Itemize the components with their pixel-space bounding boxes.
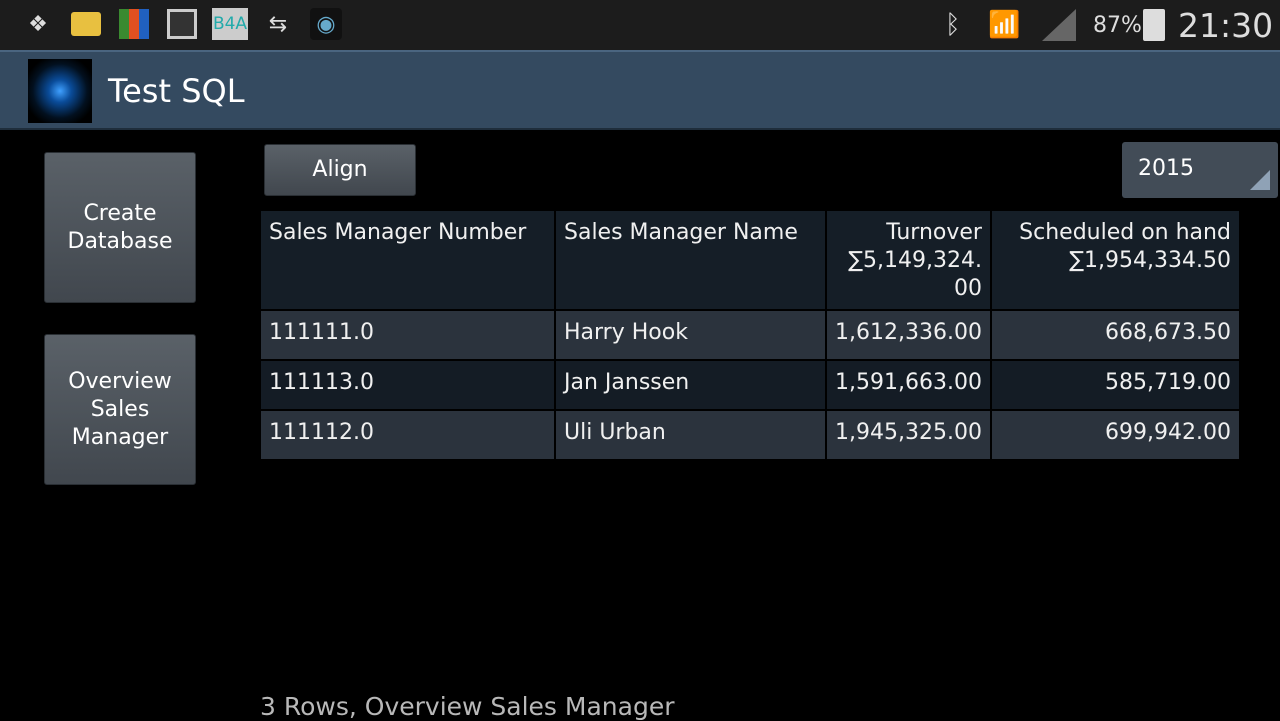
header-turnover-label: Turnover — [886, 220, 982, 245]
gallery-icon — [166, 8, 198, 40]
turnover-total: ∑5,149,324.00 — [848, 248, 982, 301]
align-button[interactable]: Align — [264, 144, 416, 196]
header-turnover[interactable]: Turnover ∑5,149,324.00 — [827, 211, 990, 309]
dropdown-triangle-icon — [1250, 170, 1270, 190]
cell-number: 111111.0 — [261, 311, 554, 359]
avg-icon — [118, 8, 150, 40]
year-value: 2015 — [1138, 156, 1194, 181]
app-logo-icon[interactable] — [28, 59, 92, 123]
cell-scheduled: 699,942.00 — [991, 411, 1239, 459]
header-scheduled[interactable]: Scheduled on hand ∑1,954,334.50 — [991, 211, 1239, 309]
wifi-app-icon: ◉ — [310, 8, 342, 40]
cell-name: Harry Hook — [556, 311, 825, 359]
wifi-icon: 📶 — [988, 10, 1021, 40]
cell-scheduled: 668,673.50 — [991, 311, 1239, 359]
status-bar: ❖ B4A ⇆ ◉ ᛒ 📶 87% 21:30 — [0, 0, 1280, 50]
b4a-icon: B4A — [212, 8, 248, 40]
signal-icon — [1042, 0, 1076, 50]
sales-manager-table: Sales Manager Number Sales Manager Name … — [259, 209, 1241, 461]
cell-turnover: 1,612,336.00 — [827, 311, 990, 359]
create-database-button[interactable]: Create Database — [44, 152, 196, 303]
header-name[interactable]: Sales Manager Name — [556, 211, 825, 309]
overview-sales-manager-button[interactable]: Overview Sales Manager — [44, 334, 196, 485]
battery-percent: 87% — [1093, 12, 1142, 38]
header-number[interactable]: Sales Manager Number — [261, 211, 554, 309]
scheduled-total: ∑1,954,334.50 — [1069, 248, 1231, 273]
battery-icon — [1143, 0, 1165, 50]
header-scheduled-label: Scheduled on hand — [1019, 220, 1231, 245]
table-row[interactable]: 111113.0 Jan Janssen 1,591,663.00 585,71… — [261, 361, 1239, 409]
sync-arrows-icon: ⇆ — [268, 11, 288, 37]
app-title: Test SQL — [108, 72, 245, 110]
cell-name: Uli Urban — [556, 411, 825, 459]
table-row[interactable]: 111111.0 Harry Hook 1,612,336.00 668,673… — [261, 311, 1239, 359]
year-spinner[interactable]: 2015 — [1122, 142, 1278, 198]
cell-number: 111113.0 — [261, 361, 554, 409]
table-header: Sales Manager Number Sales Manager Name … — [261, 211, 1239, 309]
cell-number: 111112.0 — [261, 411, 554, 459]
cell-name: Jan Janssen — [556, 361, 825, 409]
bluetooth-icon: ᛒ — [945, 10, 961, 40]
cell-scheduled: 585,719.00 — [991, 361, 1239, 409]
cell-turnover: 1,945,325.00 — [827, 411, 990, 459]
cell-turnover: 1,591,663.00 — [827, 361, 990, 409]
action-bar: Test SQL — [0, 50, 1280, 130]
table-row[interactable]: 111112.0 Uli Urban 1,945,325.00 699,942.… — [261, 411, 1239, 459]
clock: 21:30 — [1178, 5, 1274, 45]
file-manager-icon — [70, 8, 102, 40]
dropbox-icon: ❖ — [28, 11, 48, 37]
row-count-label: 3 Rows, Overview Sales Manager — [260, 692, 675, 721]
